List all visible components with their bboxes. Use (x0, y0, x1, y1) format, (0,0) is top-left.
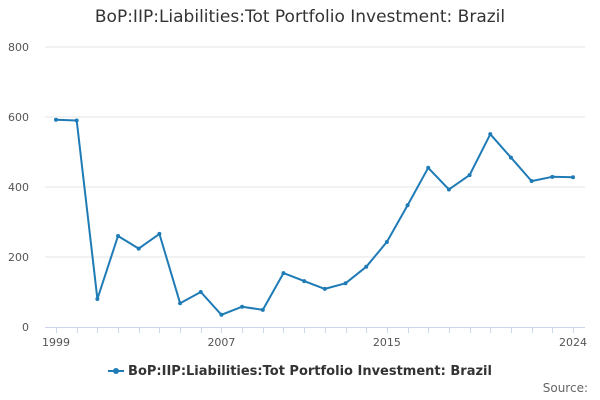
data-point-2003 (136, 246, 141, 251)
x-tick-label-1999: 1999 (42, 336, 70, 349)
data-point-2021 (508, 155, 513, 160)
legend-line-marker-icon (108, 367, 125, 374)
y-tick-label-400: 400 (8, 181, 29, 194)
data-point-2011 (302, 279, 307, 284)
data-point-2007 (219, 312, 224, 317)
data-point-2019 (467, 173, 472, 178)
data-series (54, 117, 575, 317)
x-tick-label-2024: 2024 (559, 336, 587, 349)
legend-item[interactable]: BoP:IIP:Liabilities:Tot Portfolio Invest… (0, 364, 600, 379)
data-point-2013 (343, 281, 348, 286)
data-point-2005 (178, 301, 183, 306)
data-point-2006 (198, 290, 203, 294)
data-point-2001 (95, 297, 100, 301)
data-point-2000 (74, 118, 79, 123)
legend-label: BoP:IIP:Liabilities:Tot Portfolio Invest… (128, 364, 492, 379)
x-tick-label-2015: 2015 (373, 336, 401, 349)
y-axis-tick-labels: 0 200 400 600 800 (8, 41, 29, 334)
gridlines (45, 46, 585, 258)
data-point-2023 (550, 174, 555, 179)
data-point-2015 (384, 239, 389, 244)
y-tick-label-600: 600 (8, 111, 29, 124)
data-point-2009 (260, 307, 265, 312)
data-point-2018 (446, 187, 451, 192)
x-axis (45, 327, 585, 333)
data-point-2022 (529, 179, 534, 184)
y-tick-label-0: 0 (22, 321, 29, 334)
data-point-2014 (364, 264, 369, 269)
x-axis-tick-labels: 1999 2007 2015 2024 (42, 336, 587, 349)
series-line (55, 118, 574, 316)
data-point-2008 (240, 304, 245, 309)
source-credit[interactable]: Source: (542, 381, 588, 395)
data-point-2016 (405, 203, 410, 208)
x-tick-label-2007: 2007 (207, 336, 235, 349)
data-point-1999 (54, 117, 58, 122)
data-point-2024 (571, 175, 575, 180)
data-point-2002 (116, 234, 121, 238)
y-tick-label-800: 800 (8, 41, 29, 54)
data-point-2004 (157, 231, 162, 236)
data-point-2017 (426, 165, 431, 170)
chart-title: BoP:IIP:Liabilities:Tot Portfolio Invest… (94, 7, 506, 27)
data-point-2010 (281, 271, 286, 276)
data-point-2012 (322, 286, 327, 291)
data-point-2020 (488, 132, 493, 137)
y-tick-label-200: 200 (8, 251, 29, 264)
